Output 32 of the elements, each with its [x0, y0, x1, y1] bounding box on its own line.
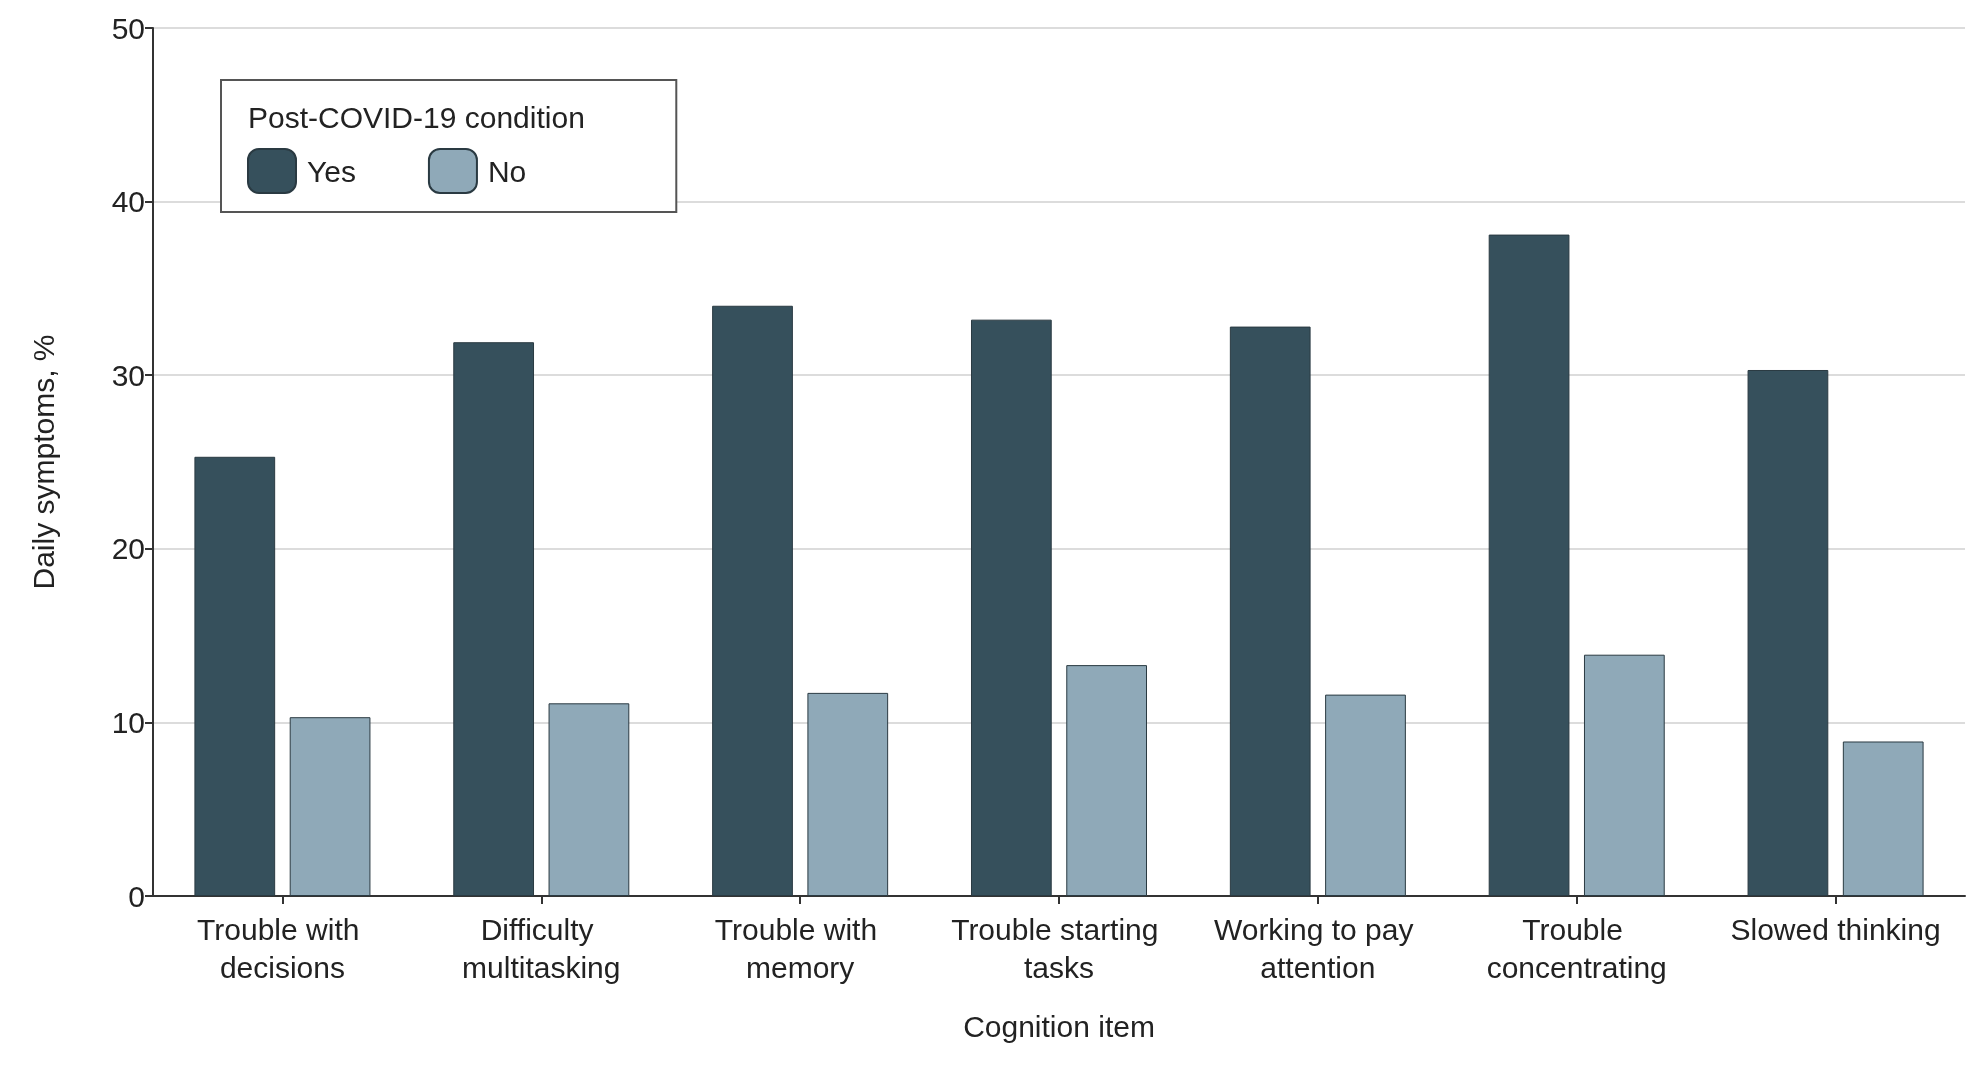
- bar: [289, 717, 371, 896]
- x-tick-label: Trouble concentrating: [1486, 912, 1667, 984]
- y-tick-label: 20: [111, 532, 145, 566]
- y-axis-title: Daily symptoms, %: [26, 334, 60, 590]
- bar: [1583, 654, 1665, 896]
- legend-title: Post-COVID-19 condition: [248, 100, 585, 134]
- bar: [548, 703, 630, 896]
- x-tick-label: Trouble with decisions: [197, 912, 368, 984]
- x-tick-label: Trouble with memory: [714, 912, 886, 984]
- y-tick-label: 10: [111, 705, 145, 739]
- bar: [453, 342, 535, 896]
- x-tick-label: Trouble starting tasks: [951, 912, 1167, 984]
- bar: [194, 456, 276, 896]
- x-axis-title: Cognition item: [963, 1009, 1155, 1043]
- bar: [1747, 369, 1829, 896]
- bar: [1229, 326, 1311, 896]
- x-tick-label: Slowed thinking: [1730, 912, 1941, 946]
- y-tick-label: 0: [128, 879, 145, 913]
- y-tick-label: 50: [111, 11, 145, 45]
- bar: [1488, 234, 1570, 896]
- bar: [712, 305, 793, 896]
- legend-label: Yes: [307, 154, 356, 188]
- y-tick-label: 40: [111, 185, 145, 219]
- y-tick-label: 30: [111, 358, 145, 392]
- bar: [1842, 741, 1924, 896]
- x-tick-label: Working to pay attention: [1213, 912, 1422, 984]
- bar: [807, 692, 889, 896]
- bar: [1325, 694, 1406, 896]
- bar: [1066, 665, 1148, 896]
- legend-label: No: [487, 154, 527, 188]
- bar: [970, 319, 1052, 896]
- x-tick-label: Difficulty multitasking: [462, 912, 621, 984]
